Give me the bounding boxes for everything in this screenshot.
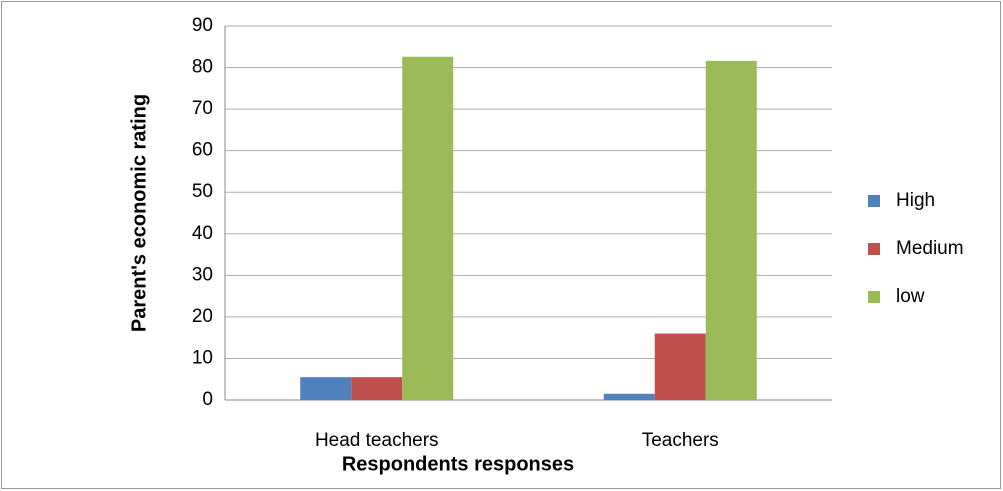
y-tick-label: 90 [192, 15, 213, 36]
y-tick-label: 70 [192, 98, 213, 119]
legend-swatch [868, 291, 880, 303]
y-tick-label: 80 [192, 57, 213, 78]
legend-swatch [868, 243, 880, 255]
bar [351, 377, 403, 400]
legend-label: Medium [896, 238, 964, 259]
legend-label: low [896, 286, 925, 307]
y-tick-label: 60 [192, 140, 213, 161]
bar [300, 377, 352, 400]
legend-label: High [896, 190, 935, 211]
y-tick-label: 50 [192, 181, 213, 202]
y-tick-label: 0 [202, 389, 213, 410]
bar [402, 56, 454, 401]
bar [603, 393, 655, 400]
x-axis-label: Respondents responses [342, 453, 574, 475]
x-tick-label: Teachers [642, 430, 719, 451]
y-tick-label: 40 [192, 223, 213, 244]
bar [705, 60, 757, 400]
x-tick-label: Head teachers [315, 430, 439, 451]
y-tick-label: 30 [192, 264, 213, 285]
legend-swatch [868, 195, 880, 207]
y-tick-label: 10 [192, 347, 213, 368]
bar [654, 333, 706, 400]
y-tick-label: 20 [192, 306, 213, 327]
y-axis-label: Parent's economic rating [128, 94, 150, 332]
